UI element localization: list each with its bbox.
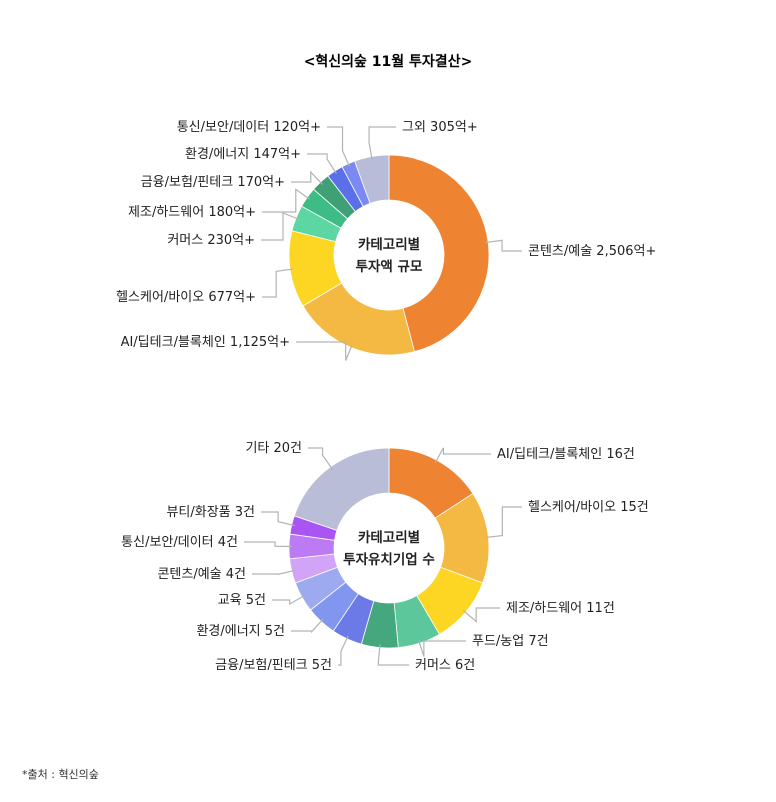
leader-line [418,640,466,657]
slice-label: 제조/하드웨어 180억+ [128,205,256,220]
source-note: *출처 : 혁신의숲 [22,768,99,781]
leader-line [262,188,311,213]
leader-line [462,607,500,623]
leader-line [434,447,491,464]
leader-line [291,170,323,185]
slice-label: 뷰티/화장품 3건 [166,505,255,520]
slice-label: 환경/에너지 5건 [196,624,285,639]
slice-label: 금융/보험/핀테크 5건 [215,658,332,673]
leader-line [261,212,300,241]
chart-title: <혁신의숲 11월 투자결산> [304,53,473,70]
slice-label: 커머스 6건 [415,658,475,673]
leader-line [307,153,337,174]
slice-label: 제조/하드웨어 11건 [506,601,615,616]
slice-label: 금융/보험/핀테크 170억+ [141,175,285,190]
donut-center-label: 투자액 규모 [356,258,423,275]
donut-center-label: 투자유치기업 수 [343,552,435,568]
leader-line [244,541,293,548]
slice-label: 푸드/농업 7건 [472,634,549,649]
slice-label: 통신/보안/데이터 4건 [121,535,238,550]
donut-center-label: 카테고리별 [358,237,420,253]
slice-label: 통신/보안/데이터 120억+ [177,120,321,135]
donut-slice [388,154,490,353]
leader-line [327,126,350,167]
slice-label: 헬스케어/바이오 677억+ [116,290,256,305]
donut-slice [354,154,390,204]
leader-line [261,511,295,527]
slice-label: 헬스케어/바이오 15건 [528,500,649,515]
leader-line [377,644,409,666]
leader-line [262,268,294,298]
leader-line [291,618,324,634]
slice-label: 기타 20건 [245,441,302,456]
slice-label: 커머스 230억+ [167,233,255,248]
slice-label: 환경/에너지 147억+ [185,147,301,162]
slice-label: 콘텐츠/예술 4건 [157,567,246,582]
slice-label: 교육 5건 [218,593,266,608]
leader-line [485,506,522,539]
donut-slice [293,447,390,531]
leader-line [272,595,305,606]
slice-label: AI/딥테크/블록체인 16건 [497,447,635,462]
slice-label: 그외 305억+ [402,120,478,135]
leader-line [485,239,522,252]
leader-line [296,341,353,361]
slice-label: 콘텐츠/예술 2,506억+ [528,244,656,259]
slice-label: AI/딥테크/블록체인 1,125억+ [121,335,290,350]
leader-line [252,569,295,576]
leader-line [368,126,396,160]
donut-center-label: 카테고리별 [358,530,420,546]
leader-line [308,447,333,470]
investment-amount-donut: 콘텐츠/예술 2,506억+ AI/딥테크/블록체인 1,125억+ 헬스케어/바이… [116,120,656,361]
leader-line [338,635,349,666]
